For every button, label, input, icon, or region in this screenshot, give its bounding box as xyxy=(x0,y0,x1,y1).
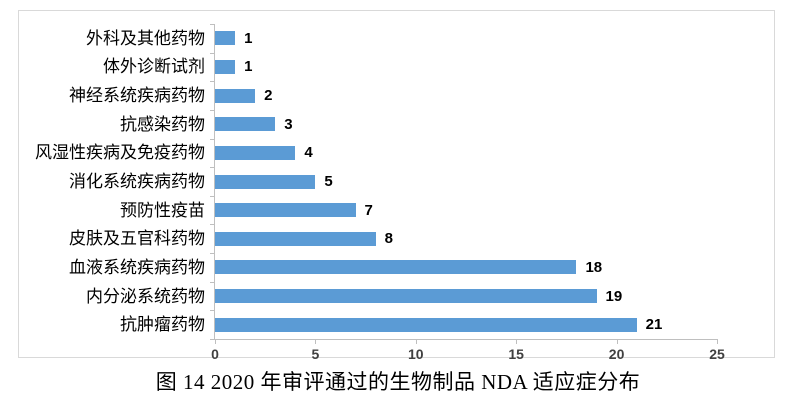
plot-area: 外科及其他药物 1 体外诊断试剂 1 神经系统疾病药物 2 抗感染药物 3 风湿性疾病及免疫药物… xyxy=(35,24,725,361)
bar-row: 血液系统疾病药物 18 xyxy=(69,253,717,282)
y-axis-tick xyxy=(210,167,215,168)
x-tick-label: 0 xyxy=(211,346,219,362)
y-axis-tick xyxy=(210,81,215,82)
category-label: 神经系统疾病药物 xyxy=(69,86,205,106)
x-axis-tick xyxy=(717,339,718,344)
bar-row: 外科及其他药物 1 xyxy=(86,24,717,53)
category-label: 体外诊断试剂 xyxy=(103,57,205,77)
category-label: 预防性疫苗 xyxy=(120,200,205,220)
bar xyxy=(215,260,577,275)
y-axis-tick xyxy=(210,310,215,311)
bar-row: 风湿性疾病及免疫药物 4 xyxy=(35,139,717,168)
y-axis-tick xyxy=(210,196,215,197)
y-axis-tick xyxy=(210,253,215,254)
bar-value-label: 7 xyxy=(364,201,373,219)
y-axis-tick xyxy=(210,53,215,54)
bar-row: 抗感染药物 3 xyxy=(120,110,717,139)
y-axis-tick xyxy=(210,110,215,111)
bar xyxy=(215,203,356,218)
bar-value-label: 4 xyxy=(304,144,313,162)
category-label: 内分泌系统药物 xyxy=(86,286,205,306)
category-label: 消化系统疾病药物 xyxy=(69,172,205,192)
bar-row: 皮肤及五官科药物 8 xyxy=(69,224,717,253)
category-label: 风湿性疾病及免疫药物 xyxy=(35,143,205,163)
category-label: 抗感染药物 xyxy=(120,114,205,134)
bar-value-label: 18 xyxy=(585,258,603,276)
bar-value-label: 21 xyxy=(645,316,663,334)
x-tick-label: 20 xyxy=(608,346,625,362)
bar xyxy=(215,31,236,46)
bar xyxy=(215,174,316,189)
x-axis-tick xyxy=(415,339,417,344)
x-axis-tick xyxy=(616,339,618,344)
bar-value-label: 1 xyxy=(244,29,253,47)
category-label: 外科及其他药物 xyxy=(86,28,205,48)
bar xyxy=(215,289,597,304)
bar-value-label: 1 xyxy=(244,58,253,76)
category-label: 抗肿瘤药物 xyxy=(120,315,205,335)
x-tick-label: 5 xyxy=(311,346,320,362)
bar-row: 抗肿瘤药物 21 xyxy=(120,310,717,339)
bar xyxy=(215,117,276,132)
bar-row: 神经系统疾病药物 2 xyxy=(69,81,717,110)
y-axis-tick xyxy=(210,139,215,140)
bar xyxy=(215,88,256,103)
chart-frame: 外科及其他药物 1 体外诊断试剂 1 神经系统疾病药物 2 抗感染药物 3 风湿性疾病及免疫药物… xyxy=(18,10,775,361)
bar-value-label: 19 xyxy=(605,287,623,305)
y-axis-tick xyxy=(210,282,215,283)
category-label: 血液系统疾病药物 xyxy=(69,257,205,277)
y-axis-tick xyxy=(210,224,215,225)
y-axis-tick xyxy=(210,24,215,25)
x-axis-tick xyxy=(516,339,518,344)
bar-row: 体外诊断试剂 1 xyxy=(103,53,717,82)
x-tick-label: 10 xyxy=(408,346,424,362)
category-label: 皮肤及五官科药物 xyxy=(69,229,205,249)
bar-value-label: 8 xyxy=(384,230,393,248)
x-tick-label: 15 xyxy=(508,346,524,362)
bar-value-label: 2 xyxy=(264,87,273,105)
y-axis-tick xyxy=(210,339,215,340)
bar xyxy=(215,231,376,246)
x-axis-tick xyxy=(215,339,216,344)
bar-value-label: 3 xyxy=(284,115,293,133)
figure-caption: 图 14 2020 年审评通过的生物制品 NDA 适应症分布 xyxy=(155,370,641,394)
x-tick-label: 25 xyxy=(709,346,725,362)
bar-value-label: 5 xyxy=(324,173,333,191)
bar-rows-container: 外科及其他药物 1 体外诊断试剂 1 神经系统疾病药物 2 抗感染药物 3 风湿性疾病及免疫药物… xyxy=(35,24,717,339)
bar-row: 消化系统疾病药物 5 xyxy=(69,167,717,196)
bar-row: 预防性疫苗 7 xyxy=(120,196,717,225)
bar xyxy=(215,317,637,332)
bar xyxy=(215,59,236,74)
bar-row: 内分泌系统药物 19 xyxy=(86,282,717,311)
x-axis-tick xyxy=(315,339,317,344)
bar xyxy=(215,145,296,160)
